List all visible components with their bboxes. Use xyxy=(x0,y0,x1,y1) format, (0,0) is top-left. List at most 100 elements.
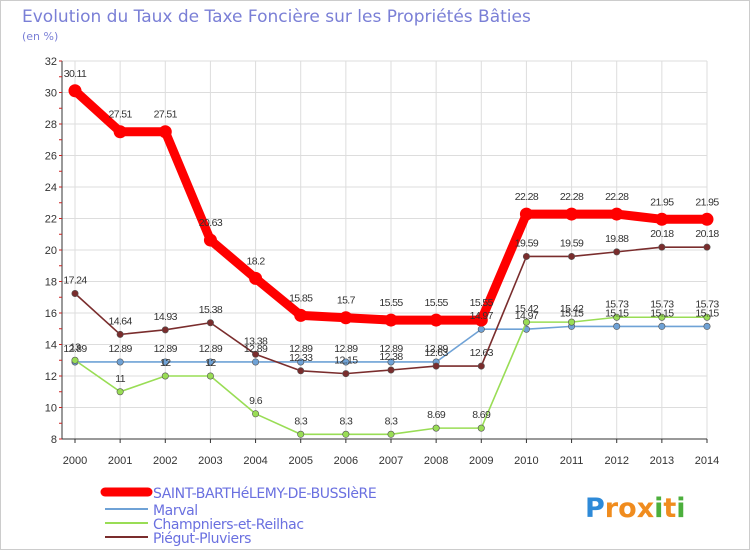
y-tick-label: 10 xyxy=(45,403,57,415)
brand-logo: Proxiti xyxy=(585,493,686,524)
data-label: 12 xyxy=(205,357,216,369)
data-point-1 xyxy=(116,358,124,366)
x-tick-label: 2004 xyxy=(243,455,267,467)
data-label: 15.15 xyxy=(560,307,584,319)
data-label: 15.15 xyxy=(695,307,719,319)
brand-wordmark: Proxiti xyxy=(585,493,686,524)
data-label: 14.97 xyxy=(470,310,494,322)
data-label: 13 xyxy=(70,341,81,353)
data-point-0 xyxy=(249,271,263,285)
data-label: 27.51 xyxy=(109,109,133,121)
data-label: 19.59 xyxy=(560,237,584,249)
data-label: 19.88 xyxy=(605,233,629,245)
legend-label: Marval xyxy=(153,503,198,519)
y-tick-label: 16 xyxy=(45,308,57,320)
brand-letter: i xyxy=(654,493,663,524)
data-label: 8.69 xyxy=(427,409,446,421)
data-point-3 xyxy=(206,319,214,327)
x-tick-label: 2010 xyxy=(514,455,538,467)
data-label: 12.63 xyxy=(470,347,494,359)
data-point-1 xyxy=(387,358,395,366)
data-label: 22.28 xyxy=(560,191,584,203)
x-tick-label: 2001 xyxy=(108,455,132,467)
data-point-2 xyxy=(703,313,711,321)
data-point-0 xyxy=(429,313,443,327)
data-point-2 xyxy=(387,430,395,438)
y-tick-label: 20 xyxy=(45,245,57,257)
data-point-0 xyxy=(113,125,127,139)
data-point-3 xyxy=(477,362,485,370)
y-tick-label: 32 xyxy=(45,56,57,68)
data-label: 15.55 xyxy=(379,297,403,309)
legend-label: Piégut-Pluviers xyxy=(153,531,251,547)
data-point-0 xyxy=(655,212,669,226)
y-tick-label: 24 xyxy=(45,182,57,194)
data-label: 20.18 xyxy=(650,228,674,240)
data-label: 14.93 xyxy=(154,311,178,323)
data-point-2 xyxy=(161,372,169,380)
data-label: 11 xyxy=(115,373,125,385)
data-label: 15.42 xyxy=(515,303,539,315)
x-tick-label: 2000 xyxy=(63,455,87,467)
data-label: 15.15 xyxy=(605,307,629,319)
data-label: 8.3 xyxy=(339,415,353,427)
data-label: 15.42 xyxy=(560,303,584,315)
data-point-0 xyxy=(384,313,398,327)
data-point-0 xyxy=(294,308,308,322)
data-point-2 xyxy=(252,410,260,418)
legend-label: SAINT-BARTHéLEMY-DE-BUSSIèRE xyxy=(153,486,376,502)
data-point-3 xyxy=(297,367,305,375)
data-point-0 xyxy=(203,233,217,247)
data-point-1 xyxy=(297,358,305,366)
x-tick-label: 2011 xyxy=(560,455,584,467)
data-label: 22.28 xyxy=(515,191,539,203)
data-point-0 xyxy=(68,84,82,98)
data-point-2 xyxy=(477,424,485,432)
data-point-2 xyxy=(568,318,576,326)
data-point-3 xyxy=(568,252,576,260)
data-point-0 xyxy=(700,212,714,226)
brand-letter: t xyxy=(663,493,676,524)
data-point-3 xyxy=(161,326,169,334)
data-label: 12.63 xyxy=(425,347,449,359)
data-label: 12.89 xyxy=(425,343,449,355)
data-label: 18.2 xyxy=(247,255,266,267)
data-label: 21.95 xyxy=(650,196,674,208)
brand-letter: x xyxy=(637,493,654,524)
data-label: 27.51 xyxy=(154,109,178,121)
data-point-2 xyxy=(432,424,440,432)
data-point-1 xyxy=(703,322,711,330)
legend: SAINT-BARTHéLEMY-DE-BUSSIèREMarvalChampn… xyxy=(100,486,377,547)
x-tick-label: 2005 xyxy=(288,455,312,467)
data-point-0 xyxy=(474,313,488,327)
data-label: 15.38 xyxy=(199,304,223,316)
data-labels: 30.11 27.51 27.51 20.63 18.2 15.85 15.7 15.55 15… xyxy=(63,68,720,428)
data-point-3 xyxy=(387,366,395,374)
data-label: 15.85 xyxy=(289,292,313,304)
brand-letter: i xyxy=(676,493,685,524)
data-point-3 xyxy=(71,289,79,297)
y-tick-label: 14 xyxy=(45,340,57,352)
y-tick-label: 28 xyxy=(45,119,57,131)
data-label: 15.73 xyxy=(650,298,674,310)
data-label: 14.97 xyxy=(515,310,539,322)
data-label: 15.55 xyxy=(425,297,449,309)
axes: 8 10 12 14 16 18 20 22 24 26 28 30 32 2000 2001 2002 200… xyxy=(45,56,719,467)
data-label: 19.59 xyxy=(515,237,539,249)
grid xyxy=(62,60,708,440)
x-tick-label: 2009 xyxy=(469,455,493,467)
data-point-3 xyxy=(613,248,621,256)
data-point-0 xyxy=(519,207,533,221)
data-point-1 xyxy=(206,358,214,366)
data-point-2 xyxy=(658,313,666,321)
data-label: 12.89 xyxy=(244,343,268,355)
data-point-1 xyxy=(658,322,666,330)
data-label: 8.69 xyxy=(472,409,491,421)
data-point-1 xyxy=(252,358,260,366)
data-point-2 xyxy=(297,430,305,438)
data-label: 17.24 xyxy=(63,274,87,286)
x-tick-label: 2013 xyxy=(650,455,674,467)
y-tick-label: 8 xyxy=(51,434,57,446)
